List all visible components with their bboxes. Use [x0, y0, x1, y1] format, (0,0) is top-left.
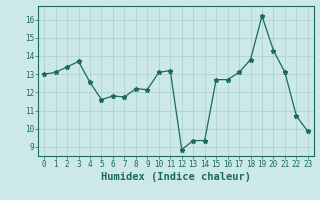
X-axis label: Humidex (Indice chaleur): Humidex (Indice chaleur): [101, 172, 251, 182]
